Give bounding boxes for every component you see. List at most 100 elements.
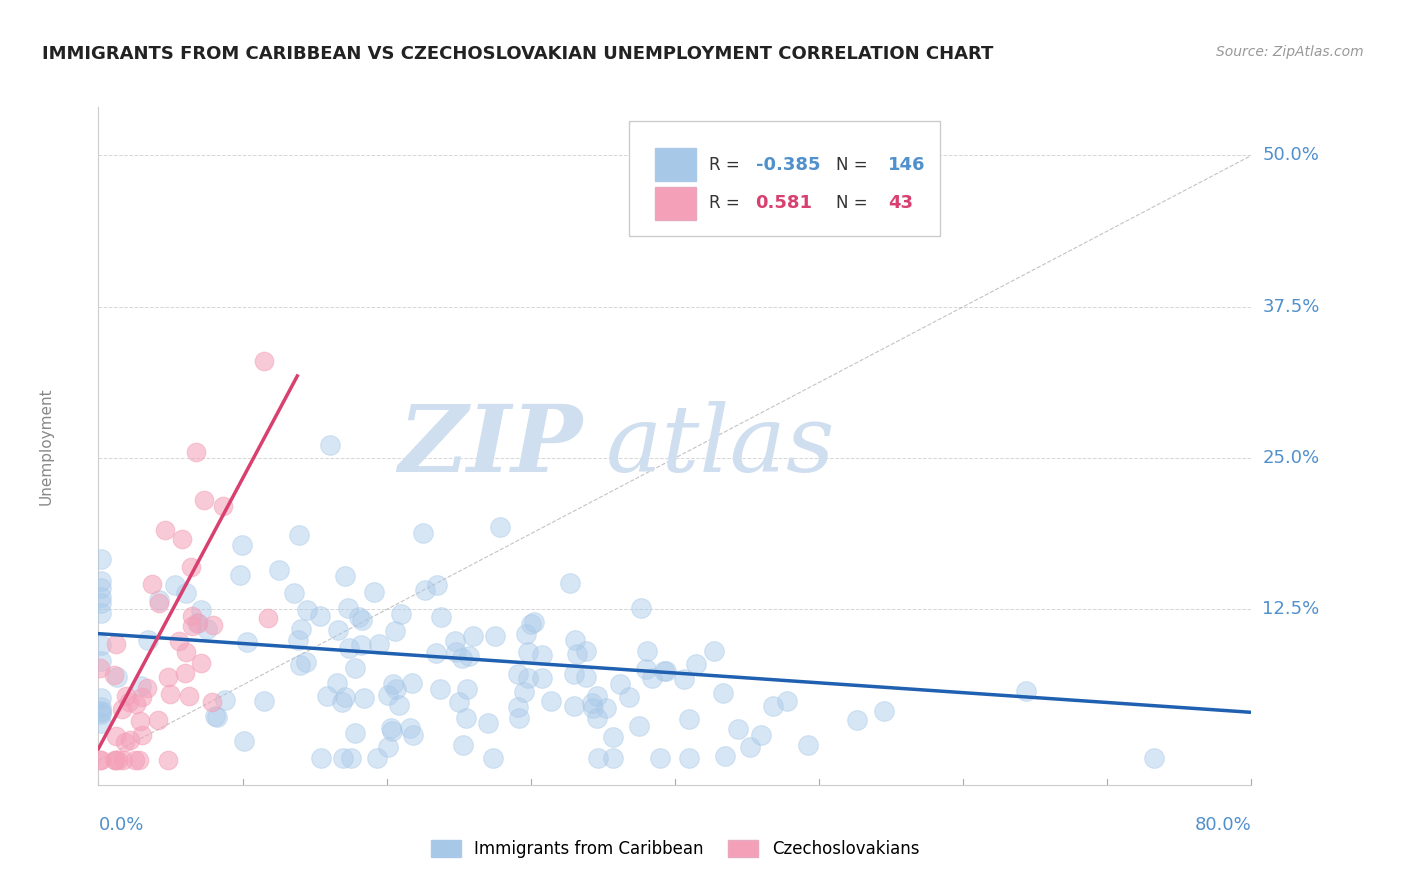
Point (105, 637, 128, 651)
Point (873, 704, 896, 718)
Point (449, 695, 471, 709)
Point (177, 689, 200, 703)
Point (214, 693, 236, 707)
Point (155, 523, 177, 537)
Text: 12.5%: 12.5% (1263, 600, 1320, 618)
Text: 0.0%: 0.0% (98, 815, 143, 833)
Point (156, 753, 179, 767)
Text: R =: R = (710, 156, 745, 174)
Point (111, 702, 134, 716)
Point (201, 695, 224, 709)
Point (461, 629, 484, 643)
Point (586, 690, 609, 704)
Point (650, 751, 672, 765)
Point (385, 682, 408, 697)
Point (232, 734, 254, 748)
Point (103, 753, 125, 767)
Point (287, 633, 309, 648)
Text: N =: N = (837, 156, 873, 174)
Text: atlas: atlas (606, 401, 835, 491)
Point (308, 609, 330, 624)
Text: N =: N = (837, 194, 873, 212)
Point (136, 681, 159, 695)
Point (595, 701, 617, 715)
Point (586, 751, 609, 765)
Point (193, 493, 215, 508)
Point (522, 615, 544, 629)
Point (90, 706, 112, 721)
Point (582, 700, 605, 714)
Point (413, 582, 436, 597)
Point (581, 696, 603, 710)
Point (714, 749, 737, 764)
Point (425, 646, 447, 660)
Point (107, 670, 129, 684)
Text: 146: 146 (889, 156, 925, 174)
Point (128, 753, 150, 767)
Text: R =: R = (710, 194, 751, 212)
Point (146, 713, 169, 727)
Point (231, 538, 253, 552)
Point (444, 645, 467, 659)
Point (131, 728, 153, 742)
Point (508, 711, 530, 725)
Point (412, 526, 434, 541)
Text: 25.0%: 25.0% (1263, 449, 1320, 467)
Point (429, 682, 451, 697)
Point (253, 354, 276, 368)
Point (711, 686, 734, 700)
Point (602, 731, 624, 745)
Point (776, 693, 799, 707)
Point (575, 670, 598, 684)
Point (630, 601, 652, 615)
Point (253, 694, 276, 708)
Point (609, 677, 631, 691)
Point (426, 578, 449, 592)
Point (344, 726, 367, 740)
Point (727, 722, 749, 736)
Point (513, 685, 536, 699)
Point (564, 698, 586, 713)
Point (187, 615, 209, 630)
Point (377, 688, 399, 702)
Point (381, 724, 404, 739)
Point (477, 715, 499, 730)
Point (558, 576, 581, 591)
Point (456, 681, 478, 696)
Point (339, 641, 361, 656)
Point (451, 651, 474, 665)
Point (90, 606, 112, 620)
Point (319, 438, 342, 452)
Point (204, 709, 226, 723)
Point (363, 585, 385, 599)
Point (207, 710, 229, 724)
Point (352, 614, 374, 628)
Point (170, 532, 193, 546)
Point (128, 714, 150, 729)
Point (636, 644, 658, 658)
Point (229, 567, 252, 582)
Point (335, 690, 357, 704)
Point (344, 660, 367, 674)
Point (508, 700, 530, 714)
Text: 80.0%: 80.0% (1195, 815, 1251, 833)
Point (562, 667, 585, 681)
Point (290, 622, 312, 636)
FancyBboxPatch shape (655, 187, 696, 219)
Point (90, 638, 112, 652)
Point (103, 668, 125, 682)
Point (458, 648, 481, 663)
Point (330, 695, 353, 709)
Point (519, 616, 541, 631)
Point (107, 753, 129, 767)
Point (634, 663, 657, 677)
Point (148, 592, 170, 607)
Point (174, 585, 197, 599)
Text: Source: ZipAtlas.com: Source: ZipAtlas.com (1216, 45, 1364, 59)
Point (269, 563, 291, 577)
Point (398, 722, 420, 736)
Point (797, 738, 820, 752)
Point (256, 611, 278, 625)
Point (540, 694, 562, 708)
Point (90, 706, 112, 720)
